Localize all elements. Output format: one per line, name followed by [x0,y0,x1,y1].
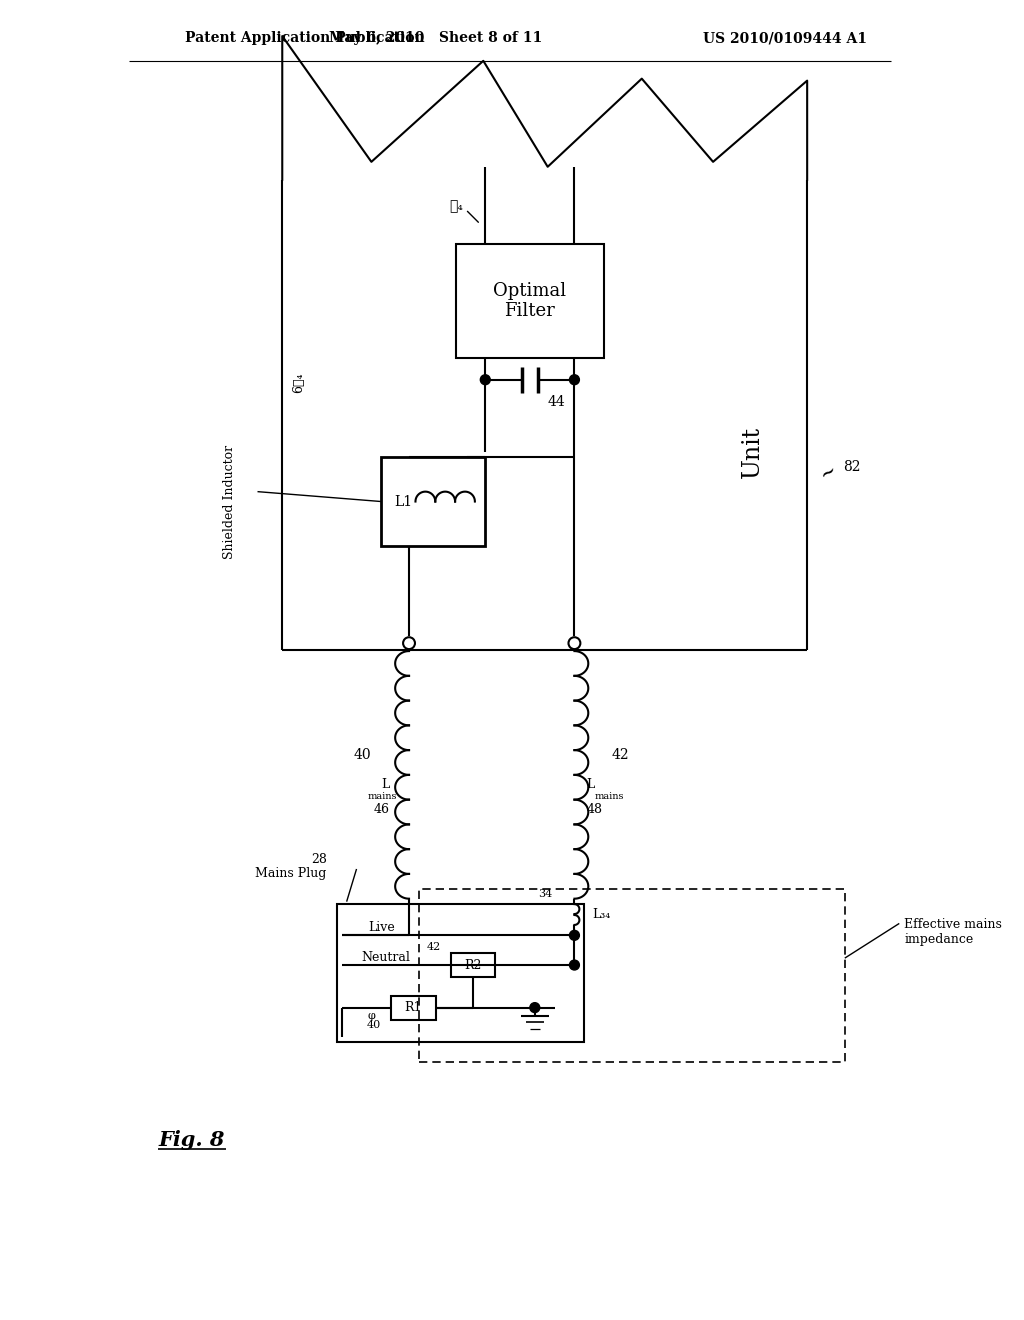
Text: Fig. 8: Fig. 8 [159,1130,225,1150]
Text: 6ℓ₄: 6ℓ₄ [293,372,305,393]
Text: 48: 48 [587,803,602,816]
Circle shape [529,1003,540,1012]
Text: ~: ~ [816,459,840,483]
Text: 40: 40 [367,1020,381,1031]
Text: L₃₄: L₃₄ [592,908,610,921]
Bar [337,904,585,1043]
Text: L: L [381,779,389,791]
Circle shape [480,375,490,384]
Text: R2: R2 [464,958,481,972]
Text: 46: 46 [373,803,389,816]
Bar [419,888,845,1063]
Bar [451,953,496,977]
Text: R1: R1 [404,1001,422,1014]
Bar [381,457,485,546]
Text: 42: 42 [612,748,630,762]
Text: Live: Live [368,921,394,935]
Text: 40: 40 [353,748,372,762]
Text: 82: 82 [843,459,860,474]
Text: L1: L1 [394,495,412,508]
Text: φ: φ [368,1011,376,1020]
Text: 34: 34 [539,888,553,899]
Bar [391,995,436,1019]
Bar [456,244,604,358]
Text: Shielded Inductor: Shielded Inductor [223,445,237,558]
Text: Patent Application Publication: Patent Application Publication [185,32,425,45]
Text: US 2010/0109444 A1: US 2010/0109444 A1 [703,32,867,45]
Text: Optimal
Filter: Optimal Filter [494,281,566,321]
Text: L: L [587,779,595,791]
Circle shape [569,375,580,384]
Text: May 6, 2010   Sheet 8 of 11: May 6, 2010 Sheet 8 of 11 [329,32,543,45]
Text: mains: mains [368,792,397,801]
Text: 42: 42 [426,942,440,952]
Text: 28: 28 [311,853,327,866]
Text: Effective mains
impedance: Effective mains impedance [904,919,1002,946]
Text: Unit: Unit [741,426,764,478]
Circle shape [569,960,580,970]
Circle shape [569,931,580,940]
Text: 44: 44 [548,395,565,408]
Text: ℓ₄: ℓ₄ [450,199,464,214]
Text: mains: mains [594,792,624,801]
Text: Neutral: Neutral [361,950,411,964]
Text: Mains Plug: Mains Plug [255,867,327,880]
